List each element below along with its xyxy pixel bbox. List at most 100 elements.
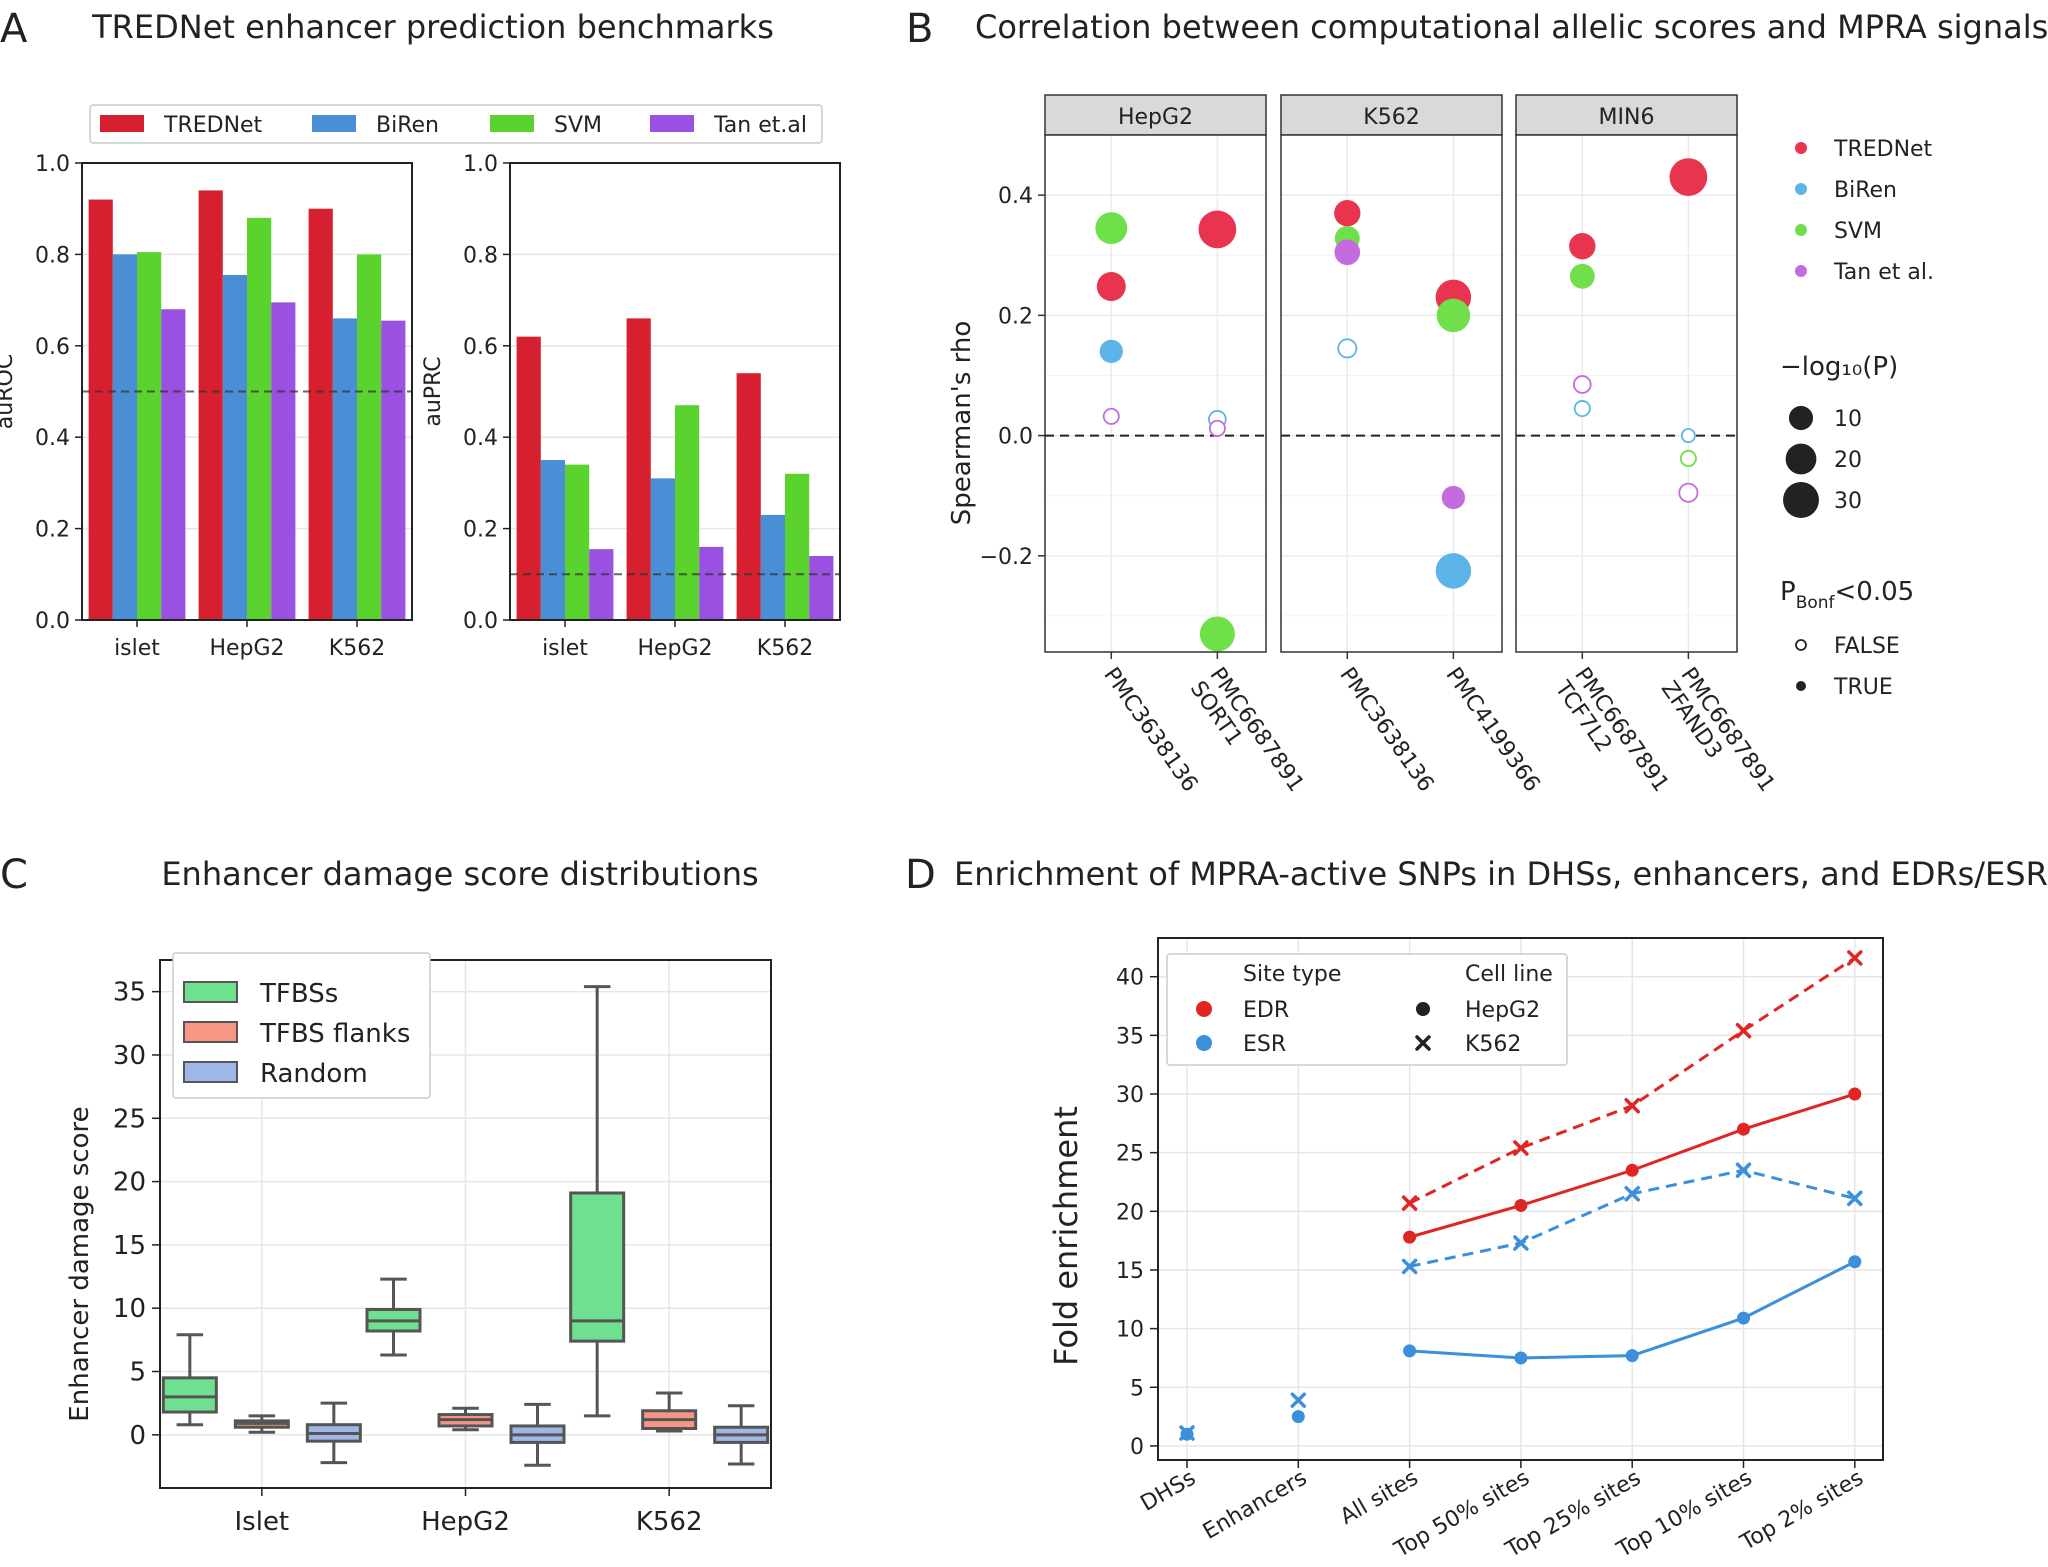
legend-label-biren: BiRen [376,113,439,138]
x-tick-label-hepg2: HepG2 [421,1507,510,1537]
y-tick-label: 1.0 [35,152,70,177]
marker-stroke [1401,1195,1418,1211]
legend-marker-k562 [1415,1035,1431,1051]
point-marker [1403,1344,1417,1358]
y-tick-label: 0.0 [998,425,1033,450]
point-marker [1180,1427,1194,1441]
x-tick-label-k562: K562 [329,636,385,661]
legend-swatch-trednet [100,115,144,132]
panel-c: C Enhancer damage score distributions En… [0,852,772,1537]
x-tick-label-islet: islet [114,636,160,661]
legend-label-biren: BiRen [1834,178,1897,203]
y-axis-label: auPRC [421,356,446,426]
panel-a-legend-frame [89,104,823,144]
y-tick-label: 15 [1116,1259,1144,1284]
legend-dot-trednet [1795,142,1807,154]
x-tick-label-hepg2: HepG2 [637,636,712,661]
bar-tan-et-al-islet [161,309,186,620]
significance-legend-label: FALSE [1834,634,1900,659]
size-legend-label: 20 [1834,448,1862,473]
y-tick-label: 25 [113,1104,146,1134]
x-tick-label-islet: Islet [235,1507,290,1537]
box-body [161,1376,218,1414]
legend-label-k562: K562 [1465,1032,1521,1057]
point-marker [1847,950,1863,966]
marker-stroke [1513,1235,1529,1251]
bar-svm-hepg2 [675,405,700,620]
y-tick-label: 5 [129,1358,146,1388]
y-tick-label: 1.0 [463,152,498,177]
legend-swatch-tfbss [183,981,238,1003]
x-tick-label: PMC6687891SORT1 [1185,663,1309,810]
bar-tan-et-al-islet [589,549,614,620]
panel-b-facets: HepG2 PMC3638136 PMC6687891SORT1 K562 PMC363… [980,94,1780,810]
auprc-subplot: 0.0 0.2 0.4 0.6 0.8 1.0 islet HepG2 K562 auPRC [421,152,841,661]
box-tfbss-k562 [569,985,626,1418]
y-tick-label: 40 [1116,966,1144,991]
marker-stroke [1735,1022,1752,1039]
panel-d: D Enrichment of MPRA-active SNPs in DHSs… [905,852,2048,1563]
point-marker [1625,1349,1639,1363]
x-tick-label-enhancers: Enhancers [1199,1466,1311,1545]
point-marker [1847,1190,1863,1207]
plot-frame [159,959,772,1489]
legend-label-trednet: TREDNet [1833,137,1933,162]
marker-stroke [1513,1140,1529,1156]
y-tick-label: 20 [113,1168,146,1198]
facet-bg [1045,135,1266,652]
panel-d-title: Enrichment of MPRA-active SNPs in DHSs, … [954,855,2048,893]
size-legend-label: 30 [1834,489,1862,514]
marker-stroke [1415,1035,1431,1051]
legend-swatch-biren [312,115,356,132]
point-marker [1401,1258,1418,1275]
point-biren [1573,400,1591,418]
bar-biren-islet [540,460,565,620]
panel-a: A TREDNet enhancer prediction benchmarks… [0,6,841,661]
y-tick-label: 35 [1116,1024,1144,1049]
point-biren [1435,553,1472,589]
x-tick-label: PMC6687891ZFAND3 [1656,663,1780,810]
marker-stroke [1290,1392,1307,1408]
point-marker [1737,1122,1750,1136]
significance-legend-dot [1796,681,1806,691]
y-tick-label: 0 [129,1421,146,1451]
facet-strip [1515,94,1738,136]
y-tick-label: 0.2 [463,518,498,543]
y-tick-label: 20 [1116,1200,1144,1225]
point-trednet [1096,271,1126,302]
panel-label-c: C [0,852,28,898]
legend-label-edr: EDR [1243,998,1289,1023]
marker-stroke [1624,1097,1640,1114]
y-tick-label: −0.2 [980,545,1033,570]
point-tan-et-al [1572,375,1592,394]
size-legend-label: 10 [1834,407,1862,432]
significance-legend-title: PBonf<0.05 [1780,577,1914,613]
point-trednet [1569,233,1596,260]
size-legend-title: −log₁₀(P) [1780,352,1898,382]
y-tick-label: 0.4 [463,426,498,451]
box-random-k562 [713,1404,770,1466]
bar-svm-islet [137,252,162,621]
facet-hepg2: HepG2 PMC3638136 PMC6687891SORT1 [1044,94,1309,810]
y-axis-label: auROC [0,354,18,429]
facet-bg [1516,135,1737,652]
bar-biren-hepg2 [650,478,675,620]
point-trednet [1669,158,1708,196]
panel-b: B Correlation between computational alle… [906,6,2048,810]
legend-dot-tan-et-al [1795,265,1807,277]
point-marker [1401,1195,1418,1211]
x-tick-label: PMC3638136 [1334,663,1438,797]
panel-c-legend: TFBSs TFBS flanks Random [172,952,431,1099]
y-tick-label: 30 [113,1041,146,1071]
y-tick-label: 0.4 [35,426,70,451]
legend-label-tan-et-al: Tan et.al [713,113,807,138]
point-marker [1403,1230,1417,1244]
facet-strip-label: HepG2 [1118,105,1193,130]
point-biren [1337,338,1358,359]
panel-b-title: Correlation between computational alleli… [975,8,2048,46]
y-tick-label: 35 [113,978,146,1008]
box-tfbs-flanks-islet [233,1414,290,1434]
y-tick-label: 0.2 [35,518,70,543]
point-tan-et-al [1102,407,1120,425]
